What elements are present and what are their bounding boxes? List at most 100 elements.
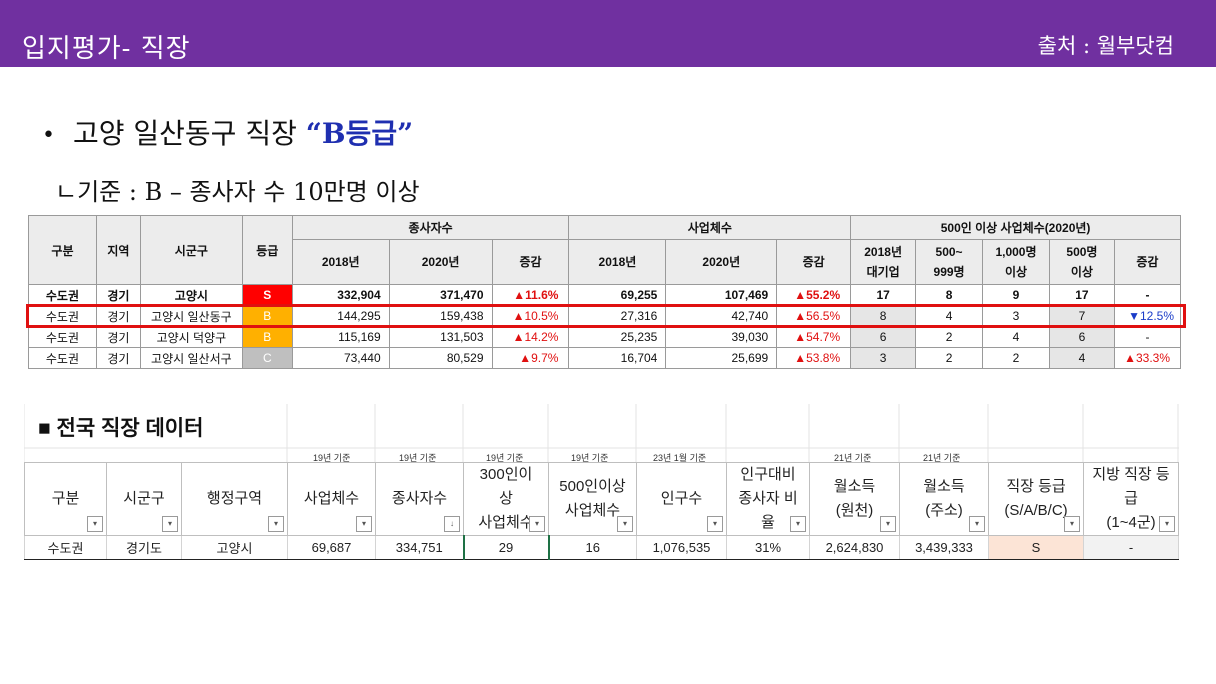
header-grade: 등급 [241, 215, 293, 285]
header-businesses: 사업체수 [568, 215, 852, 240]
column-header-population: 인구수 ▾ [636, 462, 727, 536]
filter-dropdown-icon[interactable]: ▾ [707, 516, 723, 532]
header-line: 300인이 [479, 466, 533, 483]
cell-city: 고양시 덕양구 [139, 326, 243, 348]
column-header-income-source: 월소득 (원천) ▾ [809, 462, 900, 536]
cell-big-company: 3 [850, 347, 917, 369]
cell-big-company: 17 [850, 284, 917, 306]
cell-city: 고양시 일산동구 [139, 305, 243, 327]
header-line: 사업체수 [478, 514, 534, 531]
filter-dropdown-icon[interactable]: ▾ [268, 516, 284, 532]
cell-group: 수도권 [28, 305, 97, 327]
column-header-worker-ratio: 인구대비 종사자 비 율 ▾ [726, 462, 810, 536]
column-header-business-count: 사업체수 ▾ [287, 462, 376, 536]
header-line: 행정구역 [206, 490, 263, 507]
cell-workers-2020: 371,470 [388, 284, 493, 306]
column-header-worker-count: 종사자수 ↓ [375, 462, 464, 536]
header-line: 시군구 [123, 490, 165, 507]
header-workers-change: 증감 [491, 239, 570, 285]
cell-workers-2020: 80,529 [388, 347, 493, 369]
filter-dropdown-icon[interactable]: ▾ [356, 516, 372, 532]
cell-workers-2018: 73,440 [291, 347, 390, 369]
slide-header: 입지평가- 직장 출처 : 월부닷컴 [0, 0, 1216, 67]
filter-dropdown-icon[interactable]: ▾ [790, 516, 806, 532]
cell-workers-change: ▲11.6% [491, 284, 570, 306]
cell-500plus: 6 [1048, 326, 1115, 348]
cell-500plus: 7 [1048, 305, 1115, 327]
cell-500-999: 4 [915, 305, 984, 327]
cell-group: 수도권 [28, 284, 97, 306]
cell-business-2018: 69,255 [568, 284, 667, 306]
cell-business-count[interactable]: 69,687 [287, 535, 376, 560]
cell-1000plus: 3 [982, 305, 1050, 327]
header-line: (주소) [925, 502, 963, 519]
table-row: 수도권 경기 고양시 일산서구 C 73,440 80,529 ▲9.7% 16,704 25,… [28, 347, 1182, 369]
cell-big-company: 8 [850, 305, 917, 327]
cell-region: 경기 [95, 326, 141, 348]
filter-dropdown-icon[interactable]: ▾ [880, 516, 896, 532]
cell-workplace-grade[interactable]: S [988, 535, 1084, 560]
header-line: 구분 [51, 490, 80, 507]
header-business-2020: 2020년 [665, 239, 778, 285]
filter-dropdown-icon[interactable]: ▾ [87, 516, 103, 532]
header-500plus: 500인 이상 사업체수(2020년) [850, 215, 1181, 240]
cell-group[interactable]: 수도권 [24, 535, 107, 560]
cell-regional-grade[interactable]: - [1083, 535, 1179, 560]
reference-note: 19년 기준 [399, 453, 437, 463]
filter-dropdown-icon[interactable]: ▾ [529, 516, 545, 532]
cell-business-2018: 16,704 [568, 347, 667, 369]
cell-500plus: 17 [1048, 284, 1115, 306]
grade-badge: S [241, 284, 293, 306]
bullet-accent-text: “B등급” [305, 117, 414, 150]
cell-500-change: - [1113, 284, 1182, 306]
column-header-income-address: 월소득 (주소) ▾ [899, 462, 989, 536]
header-business-2018: 2018년 [568, 239, 667, 285]
cell-big-company: 6 [850, 326, 917, 348]
header-group: 구분 [28, 215, 97, 285]
filter-dropdown-icon[interactable]: ▾ [162, 516, 178, 532]
filter-dropdown-icon[interactable]: ▾ [1064, 516, 1080, 532]
cell-500-change: ▼12.5% [1113, 305, 1182, 327]
cell-group: 수도권 [28, 347, 97, 369]
cell-city[interactable]: 경기도 [106, 535, 182, 560]
reference-note: 19년 기준 [571, 453, 609, 463]
filter-dropdown-icon[interactable]: ▾ [617, 516, 633, 532]
table-row: 수도권 경기 고양시 덕양구 B 115,169 131,503 ▲14.2% 25,235 3… [28, 326, 1182, 348]
cell-income-address[interactable]: 3,439,333 [899, 535, 989, 560]
cell-1000plus: 2 [982, 347, 1050, 369]
cell-workers-2018: 332,904 [291, 284, 390, 306]
header-line: 인구대비 [740, 466, 796, 483]
header-workers-2018: 2018년 [291, 239, 390, 285]
column-header-regional-grade: 지방 직장 등 급 (1~4군) ▾ [1083, 462, 1179, 536]
cell-population[interactable]: 1,076,535 [636, 535, 727, 560]
cell-business-2018: 25,235 [568, 326, 667, 348]
header-line: 사업체수 [303, 490, 360, 507]
cell-income-source[interactable]: 2,624,830 [809, 535, 900, 560]
header-500plus-count: 500명 이상 [1048, 239, 1115, 285]
spreadsheet-gridlines [24, 404, 1179, 462]
cell-business-2020: 107,469 [665, 284, 778, 306]
cell-business-2018: 27,316 [568, 305, 667, 327]
header-1000plus: 1,000명 이상 [982, 239, 1050, 285]
slide-title: 입지평가- 직장 [22, 34, 191, 64]
cell-business-change: ▲53.8% [776, 347, 852, 369]
cell-city: 고양시 [139, 284, 243, 306]
cell-500-change: ▲33.3% [1113, 347, 1182, 369]
cell-district[interactable]: 고양시 [181, 535, 288, 560]
cell-worker-count[interactable]: 334,751 [375, 535, 464, 560]
header-region: 지역 [95, 215, 141, 285]
filter-dropdown-icon[interactable]: ▾ [969, 516, 985, 532]
cell-worker-ratio[interactable]: 31% [726, 535, 810, 560]
workplace-comparison-table: 구분 지역 시군구 등급 종사자수 사업체수 500인 이상 사업체수(2020… [28, 215, 1182, 369]
header-line: 율 [761, 514, 775, 531]
sort-filter-icon[interactable]: ↓ [444, 516, 460, 532]
cell-workers-change: ▲14.2% [491, 326, 570, 348]
header-line: 상 [499, 490, 513, 507]
cell-300plus[interactable]: 29 [462, 535, 550, 560]
cell-city: 고양시 일산서구 [139, 347, 243, 369]
filter-dropdown-icon[interactable]: ▾ [1159, 516, 1175, 532]
header-500-999: 500~ 999명 [915, 239, 984, 285]
cell-business-change: ▲54.7% [776, 326, 852, 348]
cell-500plus[interactable]: 16 [548, 535, 637, 560]
